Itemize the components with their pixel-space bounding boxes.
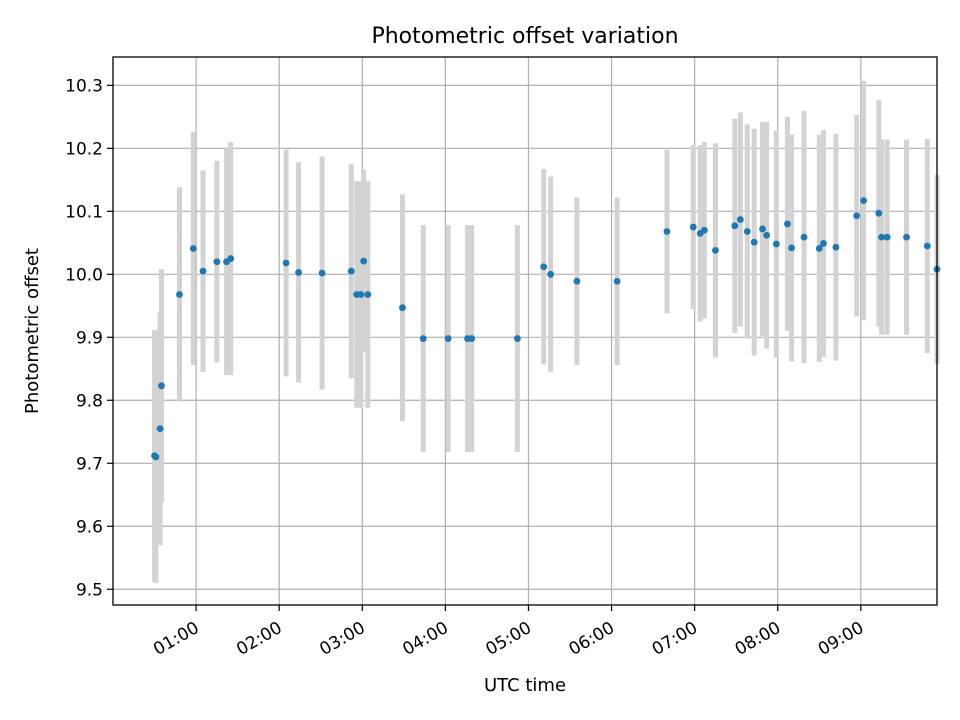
data-point	[347, 267, 355, 275]
y-tick-label: 9.7	[76, 454, 103, 474]
data-point	[513, 335, 521, 342]
data-point	[903, 233, 910, 241]
data-point	[875, 209, 883, 217]
error-bars	[152, 80, 940, 583]
data-point	[743, 228, 751, 235]
data-point	[158, 382, 165, 390]
data-point	[573, 277, 581, 285]
data-point	[878, 233, 886, 241]
data-point	[282, 259, 290, 267]
data-point	[199, 267, 207, 275]
chart-title: Photometric offset variation	[371, 24, 678, 49]
x-tick-label: 03:00	[316, 618, 368, 660]
y-tick-label: 9.6	[76, 517, 103, 537]
x-tick-label: 07:00	[649, 618, 701, 660]
data-point	[540, 263, 548, 271]
data-point	[731, 222, 739, 230]
y-tick-label: 9.8	[76, 391, 103, 411]
data-point	[364, 291, 372, 298]
data-point	[883, 233, 891, 241]
y-axis-ticks: 9.5 9.6 9.7 9.8 9.9 10.0 10.1 10.2 10.3	[65, 76, 113, 600]
data-point	[736, 216, 744, 223]
x-tick-label: 04:00	[399, 618, 451, 660]
data-point	[176, 291, 183, 298]
data-point	[468, 335, 476, 342]
data-point	[227, 255, 235, 262]
data-point	[663, 228, 671, 235]
x-axis-label: UTC time	[484, 675, 566, 696]
y-tick-label: 10.1	[65, 202, 103, 222]
data-point	[815, 245, 823, 252]
data-point	[444, 335, 452, 342]
data-point	[788, 244, 795, 252]
data-point	[750, 238, 758, 246]
x-tick-label: 09:00	[815, 618, 867, 660]
data-point	[820, 240, 827, 247]
data-point	[853, 212, 861, 220]
x-tick-label: 06:00	[566, 618, 618, 660]
data-point	[156, 425, 164, 433]
x-tick-label: 05:00	[483, 618, 535, 660]
plot-frame	[112, 56, 938, 606]
data-point	[189, 245, 197, 252]
y-axis-label: Photometric offset	[22, 248, 43, 414]
data-point	[152, 453, 160, 461]
data-point	[360, 257, 368, 265]
data-point	[419, 335, 427, 342]
data-point	[399, 304, 406, 312]
data-point	[923, 242, 931, 250]
data-point	[213, 258, 221, 266]
y-tick-label: 10.0	[65, 265, 103, 285]
x-tick-label: 08:00	[732, 618, 784, 660]
data-point	[357, 291, 365, 298]
y-tick-label: 9.5	[76, 580, 103, 600]
data-points	[151, 197, 941, 461]
data-point	[547, 270, 555, 278]
data-point	[784, 220, 791, 228]
data-point	[295, 269, 302, 276]
data-point	[689, 223, 697, 231]
data-point	[700, 226, 708, 234]
data-point	[772, 240, 780, 248]
data-point	[800, 233, 808, 241]
grid-lines	[113, 57, 937, 605]
x-axis-ticks: 01:00 02:00 03:00 04:00 05:00 06:00 07:00 08:00…	[150, 605, 867, 660]
data-point	[763, 231, 771, 239]
y-tick-label: 9.9	[76, 328, 103, 348]
data-point	[712, 246, 719, 254]
data-point	[613, 277, 621, 285]
x-tick-label: 02:00	[233, 618, 285, 660]
x-tick-label: 01:00	[150, 618, 202, 660]
y-tick-label: 10.3	[65, 76, 103, 96]
y-tick-label: 10.2	[65, 139, 103, 159]
data-point	[860, 197, 868, 205]
data-point	[318, 269, 326, 277]
data-point	[832, 243, 840, 251]
data-point	[759, 225, 766, 233]
